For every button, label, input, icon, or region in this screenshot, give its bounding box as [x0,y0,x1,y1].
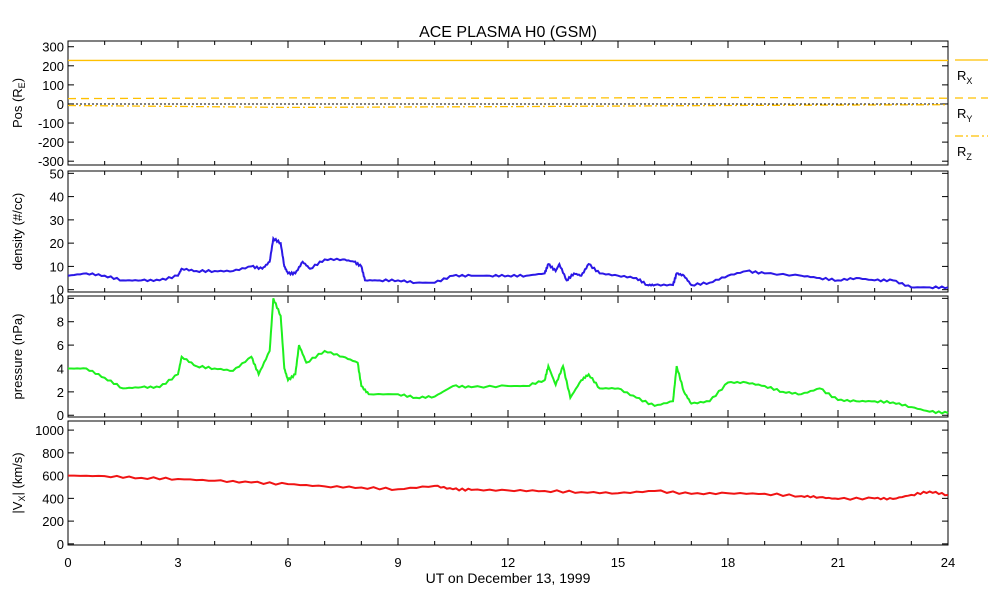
y-axis-label: |VX| (km/s) [10,452,27,513]
x-tick-label: 18 [721,555,735,570]
y-tick-label: 8 [57,315,64,330]
x-tick-label: 12 [501,555,515,570]
panel-frame [67,420,949,546]
x-tick-label: 3 [174,555,181,570]
x-tick-label: 15 [611,555,625,570]
y-tick-label: 6 [57,338,64,353]
x-tick-label: 24 [941,555,955,570]
legend-label-rz: RZ [957,144,972,162]
legend-label-ry: RY [957,106,972,124]
series-pressure-line [67,298,949,415]
y-tick-label: 10 [50,259,64,274]
series-rz-line [67,104,949,109]
panel-0: 300 200 100 0 -100 -200 -300 Pos (RE) RX RY RZ [10,40,988,169]
y-tick-label: 200 [42,514,64,529]
y-tick-label: 0 [57,408,64,423]
y-tick-label: 20 [50,236,64,251]
y-tick-label: -100 [38,116,64,131]
series-density-line [67,235,949,290]
y-tick-label: 40 [50,190,64,205]
y-tick-label: 300 [42,40,64,55]
x-tick-label: 9 [394,555,401,570]
series-vx-line [67,474,949,501]
panel-frame [67,40,949,166]
y-tick-label: -300 [38,154,64,169]
y-tick-label: 2 [57,385,64,400]
y-tick-label: 800 [42,446,64,461]
legend-label-rx: RX [957,68,972,86]
y-tick-label: 600 [42,469,64,484]
y-tick-label: 400 [42,491,64,506]
y-tick-label: 50 [50,166,64,181]
x-tick-label: 6 [284,555,291,570]
y-tick-label: 200 [42,59,64,74]
x-tick-label: 0 [64,555,71,570]
y-axis-label: pressure (nPa) [10,314,25,400]
y-tick-label: 100 [42,78,64,93]
y-tick-label: 30 [50,213,64,228]
y-axis-label: Pos (RE) [10,78,27,128]
panel-frame [67,295,949,418]
panel-3: 0 200 400 600 800 1000 |VX| (km/s) [10,420,949,552]
y-axis-label: density (#/cc) [10,193,25,270]
y-tick-label: -200 [38,135,64,150]
y-tick-label: 0 [57,283,64,298]
y-tick-label: 0 [57,537,64,552]
panel-2: 0 2 4 6 8 10 pressure (nPa) [10,291,949,423]
y-tick-label: 10 [50,291,64,306]
y-tick-label: 1000 [35,423,64,438]
x-axis-label: UT on December 13, 1999 [426,570,591,586]
series-ry-line [67,96,949,100]
panel-1: 0 10 20 30 40 50 density (#/cc) [10,166,949,298]
panel-frame [67,170,949,293]
y-tick-label: 4 [57,361,64,376]
x-tick-label: 21 [831,555,845,570]
y-tick-label: 0 [57,97,64,112]
chart-title: ACE PLASMA H0 (GSM) [419,24,597,41]
